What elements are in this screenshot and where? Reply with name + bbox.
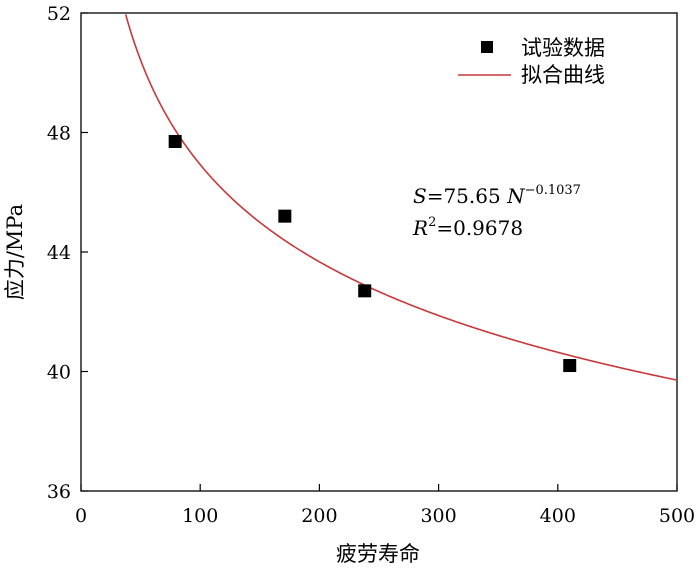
x-tick-label: 200 (301, 505, 337, 527)
x-tick-label: 0 (75, 505, 87, 527)
x-tick-label: 300 (420, 505, 456, 527)
y-tick-label: 48 (47, 123, 71, 145)
equation-line-2: R2=0.9678 (412, 215, 523, 240)
legend-label-scatter: 试验数据 (521, 36, 605, 60)
data-point (563, 359, 577, 373)
y-tick-label: 52 (47, 3, 71, 25)
equation-line-1: S=75.65 N−0.1037 (413, 183, 581, 208)
x-tick-label: 400 (540, 505, 576, 527)
legend: 试验数据 拟合曲线 (458, 36, 605, 87)
y-axis-title: 应力/MPa (3, 204, 27, 300)
data-point (358, 284, 372, 298)
data-point (278, 209, 292, 223)
axis-ticks: 0 100 200 300 400 500 36 40 44 48 52 (47, 3, 695, 527)
x-tick-label: 500 (659, 505, 695, 527)
data-point (168, 134, 182, 148)
x-axis-title: 疲劳寿命 (336, 542, 420, 566)
y-tick-label: 36 (47, 481, 71, 503)
legend-label-line: 拟合曲线 (521, 63, 605, 87)
y-tick-label: 40 (47, 362, 71, 384)
legend-marker-scatter (481, 41, 493, 53)
fit-curve-layer (124, 14, 678, 381)
fit-equation: S=75.65 N−0.1037 R2=0.9678 (412, 183, 581, 240)
data-points-layer (168, 134, 577, 373)
y-tick-label: 44 (47, 242, 71, 264)
x-tick-label: 100 (182, 505, 218, 527)
fit-curve (124, 14, 678, 381)
